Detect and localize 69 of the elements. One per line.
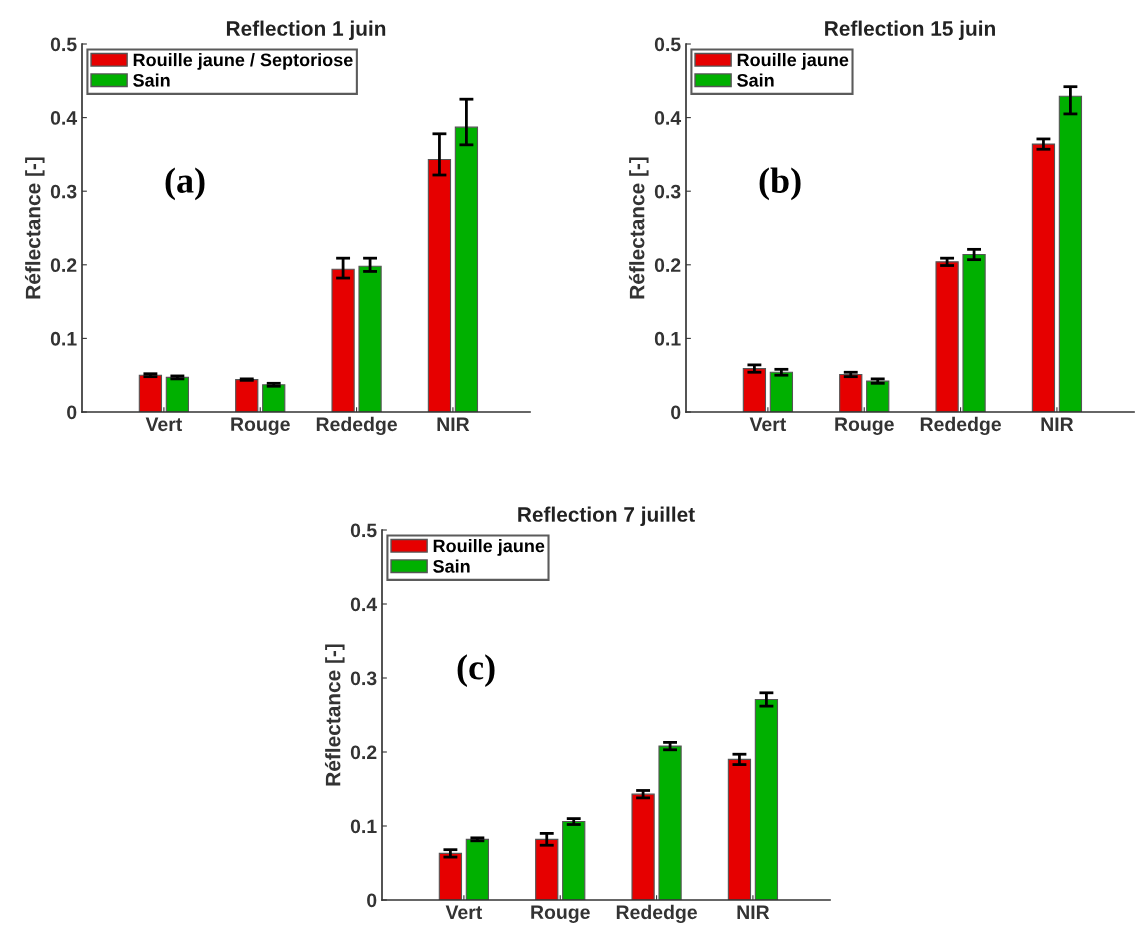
y-axis-title: Réflectance [-] [628,157,649,299]
legend-label: Sain [737,73,774,87]
y-tick-label: 0 [67,405,77,420]
y-tick-label: 0.5 [350,523,377,538]
x-tick-label: Rouge [231,417,290,435]
y-tick-label: 0.5 [654,37,681,52]
y-tick-label: 0.2 [350,745,377,760]
x-tick-label: NIR [1041,417,1074,431]
x-tick-label: Rouge [531,905,590,923]
y-tick-label: 0.2 [50,258,77,273]
bar [262,384,286,412]
x-tick-label: Rededge [920,416,1001,436]
y-axis-title: Réflectance [-] [24,157,45,299]
y-axis-title: Réflectance [-] [324,644,345,786]
x-tick-label: Rouge [835,417,894,435]
y-tick-label: 0.3 [50,184,77,199]
bar [658,745,682,900]
annotation: (a) [165,167,205,201]
bar [935,261,959,412]
y-tick-label: 0.4 [350,597,378,612]
bar [235,379,259,412]
chart-title: Reflection 7 juillet [518,506,695,526]
bar [165,376,190,412]
y-tick-label: 0.1 [50,331,77,346]
bar [962,253,986,412]
x-tick-label: Rededge [616,904,697,924]
bar [1031,143,1056,412]
y-tick-label: 0.4 [654,111,682,125]
x-tick-label: Vert [145,417,183,432]
bar [331,268,355,412]
bar [754,698,779,900]
x-tick-label: Vert [445,905,483,920]
x-tick-label: Vert [749,417,787,432]
legend-label: Sain [433,559,470,573]
bar [631,793,655,900]
x-tick-label: Rededge [316,416,397,436]
y-tick-label: 0.3 [350,671,377,686]
bar [535,838,559,900]
bar [465,838,490,900]
bar [438,852,463,900]
y-tick-label: 0.4 [50,111,78,125]
y-tick-label: 0.3 [654,184,681,199]
y-tick-label: 0.5 [50,37,77,52]
legend-label: Sain [133,73,170,87]
y-tick-label: 0.1 [654,331,681,346]
bar [1058,95,1083,412]
y-tick-label: 0 [671,405,681,420]
bar [727,758,752,900]
bar [839,373,863,412]
bar [742,368,767,412]
annotation: (c) [457,654,495,687]
legend-label: Rouille jaune [433,539,545,556]
bar [866,380,890,412]
bar [138,374,163,412]
y-tick-label: 0 [367,893,377,908]
legend-label: Rouille jaune [737,53,849,70]
chart-title: Reflection 15 juin [825,20,995,40]
legend-label: Rouille jaune / Septoriose [133,53,353,70]
x-tick-label: NIR [437,417,470,431]
x-tick-label: NIR [737,905,770,919]
bar [769,371,794,412]
chart-title: Reflection 1 juin [226,20,386,40]
y-tick-label: 0.2 [654,258,681,273]
annotation: (b) [759,167,801,201]
bar [454,126,479,412]
bar [427,158,452,412]
bar [562,821,586,900]
bar [358,265,382,412]
y-tick-label: 0.1 [350,819,377,834]
